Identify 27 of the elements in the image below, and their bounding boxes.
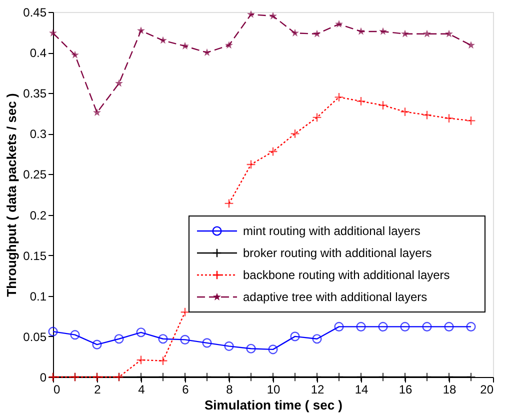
y-tick-label: 0.15 xyxy=(23,248,47,263)
x-tick-label: 10 xyxy=(266,382,280,396)
y-tick-label: 0.3 xyxy=(30,127,47,142)
x-tick-label: 16 xyxy=(398,382,412,396)
legend-label: backbone routing with additional layers xyxy=(243,268,450,282)
y-tick-label: 0.25 xyxy=(23,168,47,182)
y-tick-label: 0 xyxy=(40,370,47,384)
legend-label: broker routing with additional layers xyxy=(243,246,432,260)
x-tick-label: 20 xyxy=(480,382,494,396)
legend-label: mint routing with additional layers xyxy=(243,224,420,238)
y-tick-label: 0.2 xyxy=(30,208,47,222)
x-tick-label: 18 xyxy=(442,382,456,396)
x-tick-label: 6 xyxy=(182,382,190,396)
x-tick-label: 2 xyxy=(94,382,102,396)
x-axis-title: Simulation time ( sec ) xyxy=(204,398,342,412)
y-tick-label: 0.4 xyxy=(30,46,47,60)
y-axis-title: Throughput ( data packets / sec ) xyxy=(4,93,20,297)
y-tick-label: 0.05 xyxy=(23,330,47,344)
x-tick-label: 4 xyxy=(138,382,146,396)
x-tick-label: 12 xyxy=(310,382,324,396)
y-tick-label: 0.1 xyxy=(30,289,47,304)
x-tick-label: 8 xyxy=(226,382,234,396)
x-tick-label: 14 xyxy=(354,382,368,396)
x-tick-label: 0 xyxy=(54,382,60,396)
legend-label: adaptive tree with additional layers xyxy=(243,290,428,304)
y-tick-label: 0.35 xyxy=(23,86,47,101)
y-tick-label: 0.45 xyxy=(23,6,47,20)
